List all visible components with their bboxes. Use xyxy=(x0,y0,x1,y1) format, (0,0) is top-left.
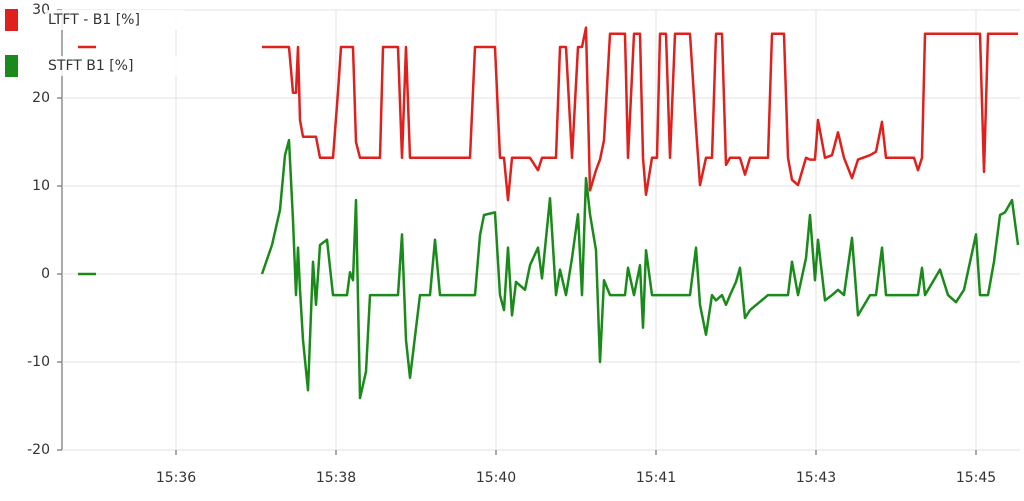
y-tick-label: 20 xyxy=(32,90,50,106)
y-tick-label: -10 xyxy=(27,354,50,370)
x-tick-label: 15:45 xyxy=(956,470,996,486)
y-tick-label: 10 xyxy=(32,178,50,194)
legend-swatch xyxy=(5,55,18,77)
x-tick-label: 15:40 xyxy=(476,470,516,486)
y-tick-label: -20 xyxy=(27,442,50,458)
legend-bg xyxy=(45,10,185,30)
legend-bg xyxy=(45,56,185,76)
x-tick-label: 15:41 xyxy=(636,470,676,486)
legend-label: LTFT - B1 [%] xyxy=(48,12,140,28)
series-line xyxy=(78,26,1018,202)
x-tick-label: 15:36 xyxy=(156,470,196,486)
x-tick-label: 15:43 xyxy=(796,470,836,486)
series-line xyxy=(78,138,1020,400)
legend-swatch xyxy=(5,9,18,31)
legend-label: STFT B1 [%] xyxy=(48,58,133,74)
y-tick-label: 0 xyxy=(41,266,50,282)
x-tick-label: 15:38 xyxy=(316,470,356,486)
